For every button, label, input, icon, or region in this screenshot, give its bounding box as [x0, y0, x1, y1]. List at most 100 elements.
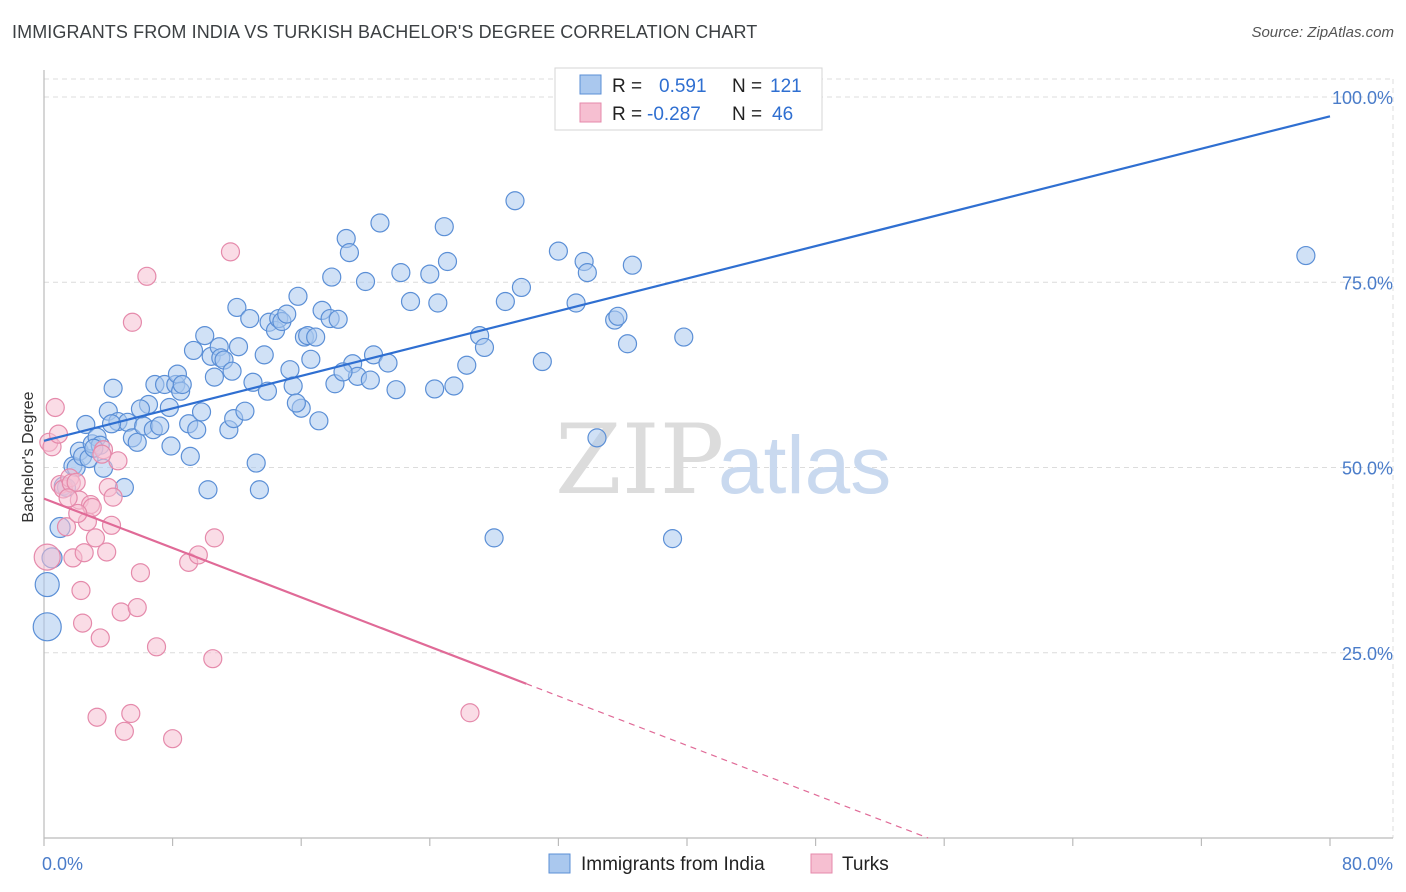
source-label: Source: ZipAtlas.com: [1251, 24, 1394, 41]
legend-r-label-2: R =: [612, 104, 642, 125]
legend-swatch-blue: [579, 74, 602, 95]
india-point-50: [228, 337, 249, 357]
india-point-116: [222, 361, 242, 381]
turks-point-4: [45, 397, 65, 418]
x-tick-labels: 0.0% 80.0%: [42, 854, 1393, 874]
india-point-49: [227, 297, 247, 318]
y-tick-label-3: 75.0%: [1342, 273, 1393, 293]
india-point-28: [150, 416, 170, 436]
india-point-2: [34, 571, 60, 598]
turks-point-16: [74, 543, 94, 563]
bottom-legend-swatch-blue: [548, 853, 571, 874]
legend-box: R = 0.591 N = 121 R = -0.287 N = 46: [554, 67, 823, 131]
india-point-73: [322, 267, 342, 287]
india-point-62: [280, 360, 300, 380]
legend-n-value-2: 46: [772, 104, 793, 125]
india-point-109: [662, 529, 683, 549]
bottom-legend-swatch-pink: [810, 853, 833, 874]
india-point-37: [183, 340, 204, 361]
turks-point-1: [33, 543, 61, 571]
india-point-31: [161, 436, 181, 456]
turks-point-45: [92, 444, 112, 464]
y-axis-label: Bachelor's Degree: [20, 391, 37, 522]
y-tick-label-4: 100.0%: [1332, 88, 1393, 108]
turks-point-42: [220, 242, 241, 262]
india-point-111: [1296, 245, 1316, 266]
india-point-95: [495, 291, 515, 312]
turks-point-27: [103, 487, 123, 507]
turks-point-21: [87, 707, 107, 727]
watermark-atlas: atlas: [718, 420, 891, 511]
turks-point-20: [85, 528, 106, 548]
turks-point-22: [90, 628, 110, 648]
turks-point-35: [137, 266, 157, 286]
india-point-81: [360, 370, 380, 390]
india-point-55: [249, 480, 270, 500]
turks-point-36: [146, 637, 167, 657]
y-tick-label-1: 25.0%: [1342, 644, 1393, 664]
india-point-92: [437, 251, 458, 272]
india-point-99: [532, 351, 552, 372]
india-point-35: [172, 374, 192, 395]
turks-point-28: [108, 451, 128, 471]
turks-point-34: [130, 563, 151, 583]
india-point-91: [444, 376, 464, 396]
bottom-legend-label-india: Immigrants from India: [581, 854, 765, 875]
bottom-legend-label-turks: Turks: [842, 854, 889, 875]
turks-point-8: [56, 517, 77, 537]
india-point-69: [306, 327, 326, 347]
turks-point-43: [460, 703, 480, 723]
india-point-56: [254, 345, 274, 365]
india-point-1: [32, 612, 62, 642]
india-point-86: [400, 291, 421, 312]
india-point-83: [370, 213, 390, 233]
india-point-110: [674, 327, 694, 347]
turks-trend-line: [43, 497, 527, 685]
india-point-39: [191, 402, 212, 422]
turks-point-30: [114, 721, 134, 741]
india-point-61: [277, 304, 297, 324]
india-point-68: [301, 349, 321, 369]
india-point-121: [457, 355, 477, 375]
india-point-18: [103, 378, 123, 398]
turks-trend-extension: [526, 683, 929, 839]
india-point-89: [428, 293, 448, 313]
india-point-64: [288, 286, 308, 306]
turks-point-24: [97, 542, 117, 562]
india-point-52: [240, 308, 260, 329]
legend-swatch-pink: [579, 102, 602, 123]
axes: [43, 70, 1393, 846]
x-tick-label-min: 0.0%: [42, 854, 83, 874]
india-point-54: [246, 453, 266, 473]
turks-point-46: [58, 488, 78, 508]
india-point-80: [355, 271, 376, 292]
x-tick-label-max: 80.0%: [1342, 854, 1393, 874]
turks-point-37: [163, 729, 183, 749]
turks-point-33: [127, 597, 147, 618]
india-point-77: [339, 243, 360, 263]
india-point-85: [391, 263, 411, 283]
turks-point-40: [204, 528, 224, 548]
india-point-100: [548, 241, 569, 261]
legend-r-value-1: 0.591: [659, 76, 707, 97]
india-point-38: [187, 420, 207, 440]
india-point-51: [235, 401, 255, 421]
legend-n-label-1: N =: [732, 76, 762, 97]
legend-r-value-2: -0.287: [647, 104, 701, 125]
india-point-103: [577, 263, 597, 283]
turks-point-29: [111, 602, 131, 622]
india-point-87: [420, 264, 440, 284]
india-point-40: [195, 326, 215, 346]
india-point-114: [130, 399, 151, 419]
y-tick-label-2: 50.0%: [1342, 459, 1393, 479]
bottom-legend: Immigrants from India Turks: [548, 853, 889, 875]
turks-point-31: [121, 703, 141, 724]
india-point-23: [127, 432, 147, 452]
india-trend-line: [43, 115, 1331, 442]
chart-title: IMMIGRANTS FROM INDIA VS TURKISH BACHELO…: [12, 22, 758, 42]
india-point-43: [204, 367, 224, 387]
watermark: ZIP atlas: [555, 404, 891, 516]
y-tick-labels: 25.0% 50.0% 75.0% 100.0%: [1332, 88, 1393, 664]
legend-r-label-1: R =: [612, 76, 642, 97]
